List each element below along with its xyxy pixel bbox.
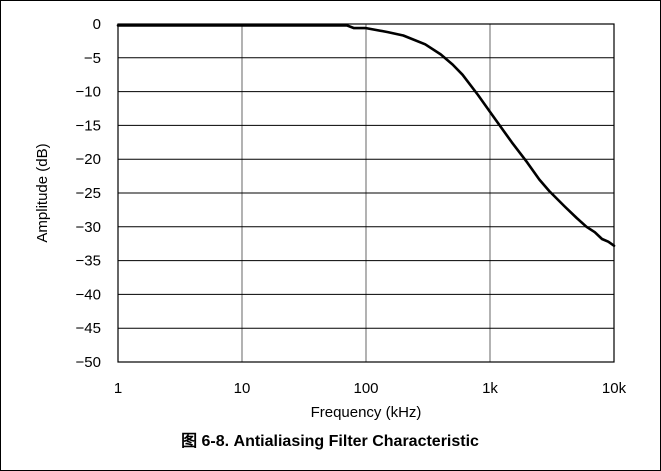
x-axis-ticks: 1 10 100 1k 10k <box>114 380 627 397</box>
x-tick-label: 100 <box>353 380 378 397</box>
x-tick-label: 10k <box>602 380 627 397</box>
y-tick-label: −10 <box>76 84 101 101</box>
y-tick-label: −20 <box>76 151 101 168</box>
grid <box>117 23 615 363</box>
y-tick-label: −45 <box>76 320 101 337</box>
y-tick-label: −40 <box>76 286 101 303</box>
series-layer <box>116 24 616 247</box>
y-tick-label: −25 <box>76 185 101 202</box>
x-axis-label: Frequency (kHz) <box>311 404 422 421</box>
y-tick-label: −35 <box>76 253 101 270</box>
figure-caption: 图 6-8. Antialiasing Filter Characteristi… <box>181 432 479 450</box>
y-tick-label: −30 <box>76 219 101 236</box>
plot-area <box>117 23 615 363</box>
y-tick-label: −15 <box>76 117 101 134</box>
y-axis-label: Amplitude (dB) <box>34 143 51 242</box>
x-tick-label: 1k <box>482 380 498 397</box>
x-tick-label: 10 <box>234 380 251 397</box>
x-tick-label: 1 <box>114 380 122 397</box>
y-axis-ticks: 0 −5 −10 −15 −20 −25 −30 −35 −40 −45 −50 <box>76 16 101 371</box>
y-tick-label: 0 <box>93 16 101 33</box>
series-line <box>116 24 616 247</box>
y-tick-label: −5 <box>84 50 101 67</box>
y-tick-label: −50 <box>76 354 101 371</box>
